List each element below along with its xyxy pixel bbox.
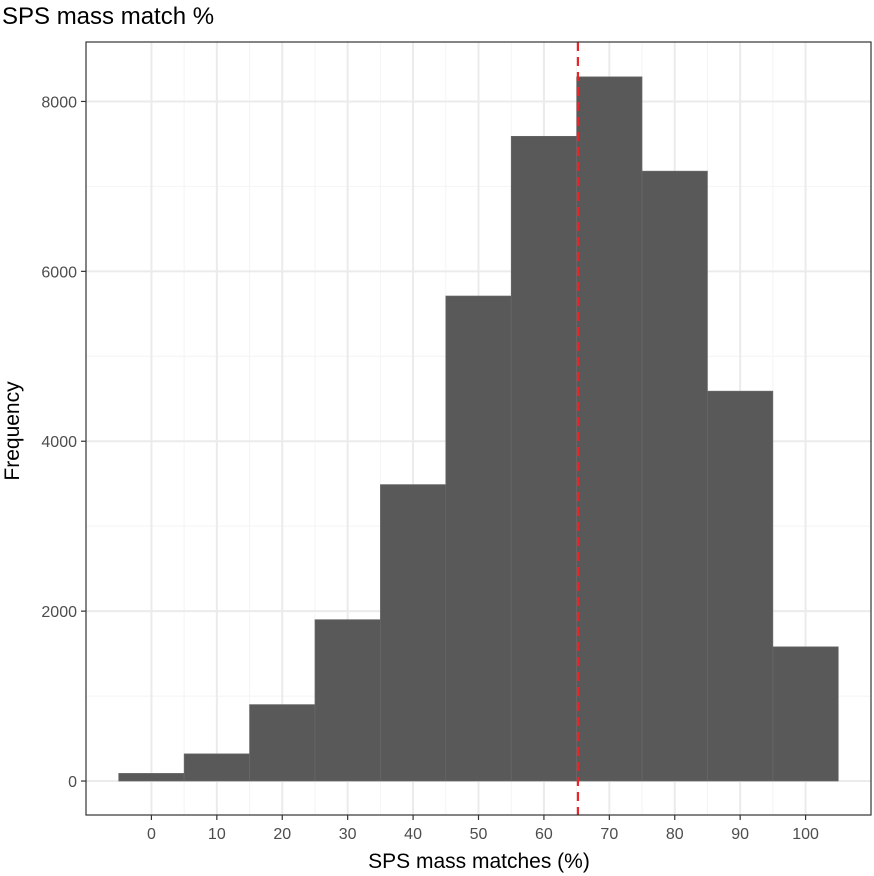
x-tick-label: 80 bbox=[666, 826, 684, 843]
histogram-bar bbox=[576, 76, 643, 782]
histogram-bar bbox=[707, 390, 774, 782]
y-tick-label: 6000 bbox=[41, 264, 77, 281]
y-tick-label: 2000 bbox=[41, 604, 77, 621]
x-tick-label: 70 bbox=[600, 826, 618, 843]
chart-title: SPS mass match % bbox=[2, 3, 214, 30]
histogram-bar bbox=[510, 135, 577, 782]
histogram-bars bbox=[118, 76, 839, 782]
histogram-bar bbox=[118, 773, 185, 782]
x-axis-title: SPS mass matches (%) bbox=[368, 850, 590, 873]
histogram-bar bbox=[249, 704, 316, 782]
x-tick-label: 90 bbox=[731, 826, 749, 843]
x-tick-label: 60 bbox=[535, 826, 553, 843]
x-tick-label: 40 bbox=[404, 826, 422, 843]
histogram-bar bbox=[314, 619, 381, 782]
histogram-bar bbox=[380, 484, 447, 782]
y-tick-label: 8000 bbox=[41, 94, 77, 111]
y-axis-ticks: 0 2000 4000 6000 8000 bbox=[41, 94, 86, 791]
x-tick-label: 30 bbox=[339, 826, 357, 843]
x-axis-ticks: 0 10 20 30 40 50 60 70 80 90 100 bbox=[147, 815, 819, 843]
y-axis-title: Frequency bbox=[1, 381, 24, 481]
y-tick-label: 0 bbox=[68, 774, 77, 791]
x-tick-label: 20 bbox=[273, 826, 291, 843]
histogram-bar bbox=[445, 295, 512, 782]
x-tick-label: 10 bbox=[208, 826, 226, 843]
x-tick-label: 0 bbox=[147, 826, 156, 843]
histogram-bar bbox=[183, 753, 250, 782]
histogram-bar bbox=[772, 646, 839, 782]
histogram-bar bbox=[641, 170, 708, 782]
x-tick-label: 100 bbox=[792, 826, 819, 843]
x-tick-label: 50 bbox=[470, 826, 488, 843]
y-tick-label: 4000 bbox=[41, 434, 77, 451]
